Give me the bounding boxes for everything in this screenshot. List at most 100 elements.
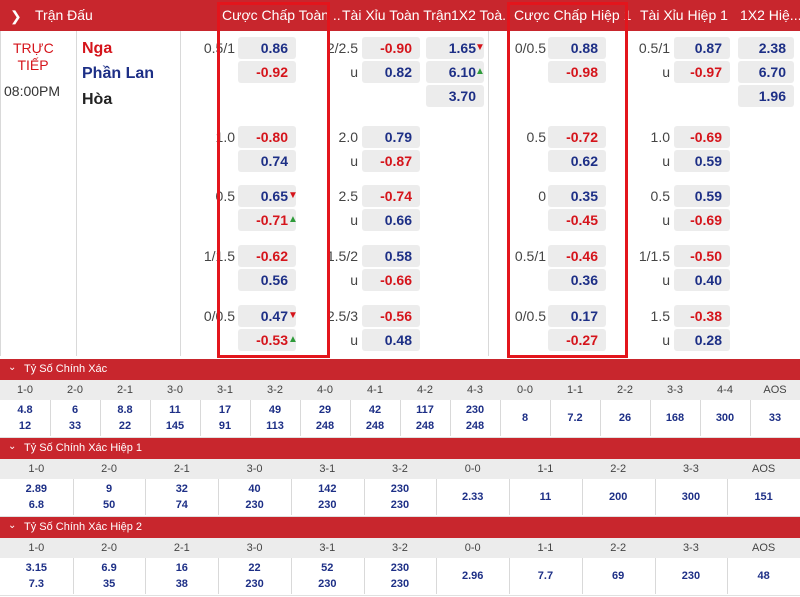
h-x12-home-odds[interactable]: 2.38 <box>738 37 794 59</box>
score-home-odds[interactable]: 32 <box>175 483 188 495</box>
score-away-odds[interactable]: 22 <box>118 420 132 432</box>
score-away-odds[interactable]: 33 <box>68 420 82 432</box>
score-home-odds[interactable]: 49 <box>268 404 282 416</box>
h-ah-away-odds[interactable]: -0.45 <box>548 209 606 231</box>
ou-away-odds[interactable]: 0.82 <box>362 61 420 83</box>
h-ah-away-odds[interactable]: -0.27 <box>548 329 606 351</box>
h-ou-home-odds[interactable]: -0.50 <box>674 245 730 267</box>
score-odds[interactable]: 300 <box>681 491 701 503</box>
score-away-odds[interactable]: 145 <box>165 420 185 432</box>
h-x12-away-odds[interactable]: 6.70 <box>738 61 794 83</box>
score-away-odds[interactable]: 248 <box>315 420 335 432</box>
score-odds[interactable]: 7.7 <box>537 570 554 582</box>
score-away-odds[interactable]: 50 <box>102 499 116 511</box>
score-odds[interactable]: 151 <box>754 491 773 503</box>
chevron-down-icon[interactable]: ⌄ <box>8 362 17 373</box>
chevron-down-icon[interactable]: ⌄ <box>8 520 17 531</box>
ah-away-odds[interactable]: -0.53 <box>238 329 296 351</box>
x12-away-odds[interactable]: 6.10 <box>426 61 484 83</box>
ou-home-odds[interactable]: 0.58 <box>362 245 420 267</box>
score-away-odds[interactable]: 35 <box>102 578 116 590</box>
away-team[interactable]: Phần Lan <box>82 65 155 82</box>
ah-home-odds[interactable]: 0.65 <box>238 185 296 207</box>
ah-home-odds[interactable]: 0.86 <box>238 37 296 59</box>
score-home-odds[interactable]: 230 <box>465 404 485 416</box>
header-ah-full[interactable]: Cược Chấp Toàn .. <box>222 7 341 23</box>
ah-away-odds[interactable]: -0.92 <box>238 61 296 83</box>
h-x12-draw-odds[interactable]: 1.96 <box>738 85 794 107</box>
score-away-odds[interactable]: 248 <box>415 420 435 432</box>
home-team[interactable]: Nga <box>82 40 113 57</box>
section-bar-correct_score[interactable]: ⌄ Tỷ Số Chính Xác <box>0 359 800 380</box>
score-home-odds[interactable]: 29 <box>318 404 332 416</box>
score-odds[interactable]: 69 <box>612 570 625 582</box>
h-ah-home-odds[interactable]: -0.46 <box>548 245 606 267</box>
chevron-right-icon[interactable]: ❯ <box>10 8 22 24</box>
score-away-odds[interactable]: 230 <box>245 578 264 590</box>
score-odds[interactable]: 2.33 <box>462 491 484 503</box>
x12-home-odds[interactable]: 1.65 <box>426 37 484 59</box>
score-home-odds[interactable]: 4.8 <box>17 404 33 416</box>
score-odds[interactable]: 26 <box>618 412 632 424</box>
ou-home-odds[interactable]: -0.90 <box>362 37 420 59</box>
score-home-odds[interactable]: 17 <box>218 404 232 416</box>
score-home-odds[interactable]: 8.8 <box>117 404 133 416</box>
score-odds[interactable]: 7.2 <box>567 412 583 424</box>
ah-away-odds[interactable]: 0.56 <box>238 269 296 291</box>
score-odds[interactable]: 48 <box>757 570 770 582</box>
score-home-odds[interactable]: 16 <box>175 562 188 574</box>
score-away-odds[interactable]: 248 <box>465 420 485 432</box>
score-odds[interactable]: 230 <box>681 570 701 582</box>
score-away-odds[interactable]: 230 <box>245 499 264 511</box>
score-home-odds[interactable]: 52 <box>321 562 334 574</box>
ou-away-odds[interactable]: -0.87 <box>362 150 420 172</box>
score-home-odds[interactable]: 142 <box>318 483 337 495</box>
h-ou-away-odds[interactable]: 0.40 <box>674 269 730 291</box>
score-home-odds[interactable]: 6.9 <box>101 562 117 574</box>
ou-home-odds[interactable]: 0.79 <box>362 126 420 148</box>
score-home-odds[interactable]: 230 <box>390 562 410 574</box>
h-ou-home-odds[interactable]: -0.38 <box>674 305 730 327</box>
h-ah-home-odds[interactable]: 0.88 <box>548 37 606 59</box>
score-odds[interactable]: 8 <box>521 412 529 424</box>
score-home-odds[interactable]: 2.89 <box>25 483 48 495</box>
section-bar-correct_score_h1[interactable]: ⌄ Tỷ Số Chính Xác Hiệp 1 <box>0 438 800 459</box>
header-ah-half[interactable]: Cược Chấp Hiệp 1 <box>514 7 632 23</box>
score-home-odds[interactable]: 3.15 <box>25 562 48 574</box>
h-ou-home-odds[interactable]: 0.59 <box>674 185 730 207</box>
h-ah-away-odds[interactable]: 0.62 <box>548 150 606 172</box>
score-away-odds[interactable]: 7.3 <box>28 578 44 590</box>
ah-home-odds[interactable]: 0.47 <box>238 305 296 327</box>
score-home-odds[interactable]: 6 <box>71 404 79 416</box>
score-home-odds[interactable]: 230 <box>390 483 410 495</box>
ou-away-odds[interactable]: 0.48 <box>362 329 420 351</box>
h-ou-away-odds[interactable]: 0.59 <box>674 150 730 172</box>
h-ah-away-odds[interactable]: 0.36 <box>548 269 606 291</box>
score-away-odds[interactable]: 230 <box>318 578 337 590</box>
ah-home-odds[interactable]: -0.62 <box>238 245 296 267</box>
score-odds[interactable]: 300 <box>715 412 735 424</box>
ou-away-odds[interactable]: -0.66 <box>362 269 420 291</box>
score-away-odds[interactable]: 6.8 <box>28 499 44 511</box>
score-away-odds[interactable]: 230 <box>390 578 410 590</box>
score-odds[interactable]: 33 <box>768 412 782 424</box>
ou-away-odds[interactable]: 0.66 <box>362 209 420 231</box>
ou-home-odds[interactable]: -0.56 <box>362 305 420 327</box>
score-away-odds[interactable]: 74 <box>175 499 188 511</box>
score-home-odds[interactable]: 11 <box>169 404 181 416</box>
score-home-odds[interactable]: 117 <box>416 404 434 416</box>
h-ou-away-odds[interactable]: 0.28 <box>674 329 730 351</box>
ah-away-odds[interactable]: 0.74 <box>238 150 296 172</box>
h-ah-away-odds[interactable]: -0.98 <box>548 61 606 83</box>
h-ou-home-odds[interactable]: 0.87 <box>674 37 730 59</box>
section-bar-correct_score_h2[interactable]: ⌄ Tỷ Số Chính Xác Hiệp 2 <box>0 517 800 538</box>
header-match[interactable]: Trận Đấu <box>35 7 93 23</box>
score-away-odds[interactable]: 248 <box>365 420 385 432</box>
score-away-odds[interactable]: 230 <box>390 499 410 511</box>
score-home-odds[interactable]: 9 <box>106 483 113 495</box>
score-away-odds[interactable]: 113 <box>266 420 284 432</box>
ah-away-odds[interactable]: -0.71 <box>238 209 296 231</box>
header-ou-half[interactable]: Tài Xỉu Hiệp 1 <box>640 7 728 23</box>
chevron-down-icon[interactable]: ⌄ <box>8 441 17 452</box>
score-home-odds[interactable]: 22 <box>248 562 261 574</box>
